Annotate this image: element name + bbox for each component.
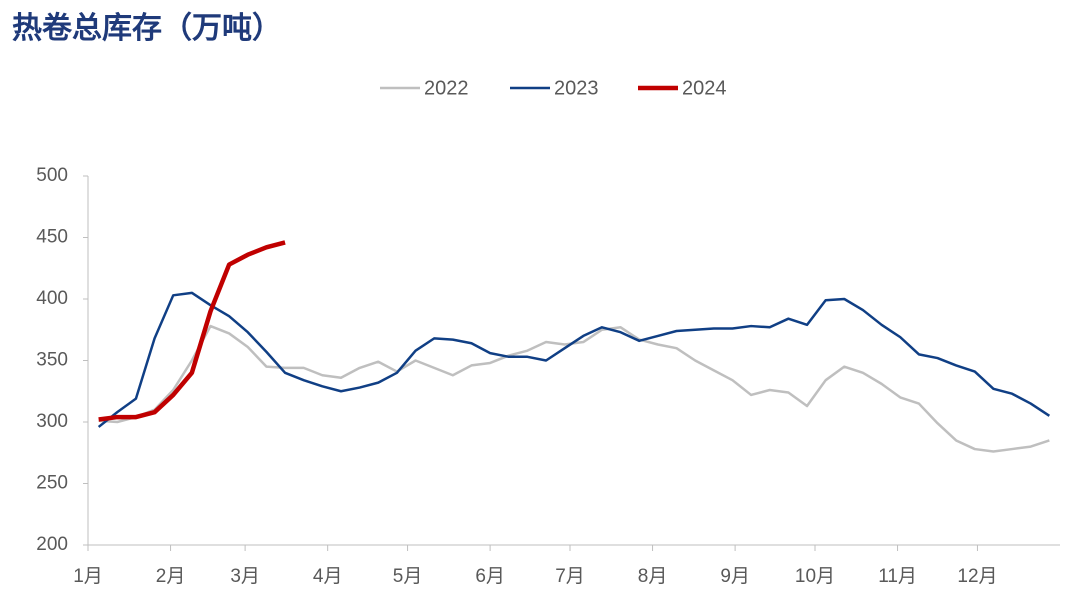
x-tick-label: 8月 bbox=[638, 566, 668, 587]
series-line bbox=[97, 291, 1051, 428]
x-tick-label: 2月 bbox=[156, 566, 186, 587]
legend-label: 2024 bbox=[682, 77, 727, 99]
x-tick-label: 3月 bbox=[230, 566, 260, 587]
x-tick-label: 4月 bbox=[313, 566, 343, 587]
series-line bbox=[98, 324, 1050, 453]
x-tick-label: 12月 bbox=[957, 566, 997, 587]
x-tick-label: 7月 bbox=[555, 566, 585, 587]
y-tick-label: 200 bbox=[36, 534, 68, 555]
y-tick-label: 300 bbox=[36, 411, 68, 432]
y-tick-label: 400 bbox=[36, 288, 68, 309]
chart-title: 热卷总库存（万吨） bbox=[12, 11, 282, 46]
x-tick-label: 6月 bbox=[475, 566, 505, 587]
x-tick-label: 11月 bbox=[878, 566, 917, 587]
x-tick-label: 9月 bbox=[720, 566, 750, 587]
series-line bbox=[98, 240, 286, 422]
x-tick-label: 10月 bbox=[795, 566, 835, 587]
y-tick-label: 350 bbox=[36, 350, 68, 371]
x-tick-label: 5月 bbox=[393, 566, 423, 587]
y-tick-label: 500 bbox=[36, 165, 68, 186]
legend-label: 2022 bbox=[424, 77, 469, 99]
legend-label: 2023 bbox=[554, 77, 599, 99]
y-tick-label: 250 bbox=[36, 473, 68, 494]
x-tick-label: 1月 bbox=[73, 566, 103, 587]
y-tick-label: 450 bbox=[36, 227, 68, 248]
